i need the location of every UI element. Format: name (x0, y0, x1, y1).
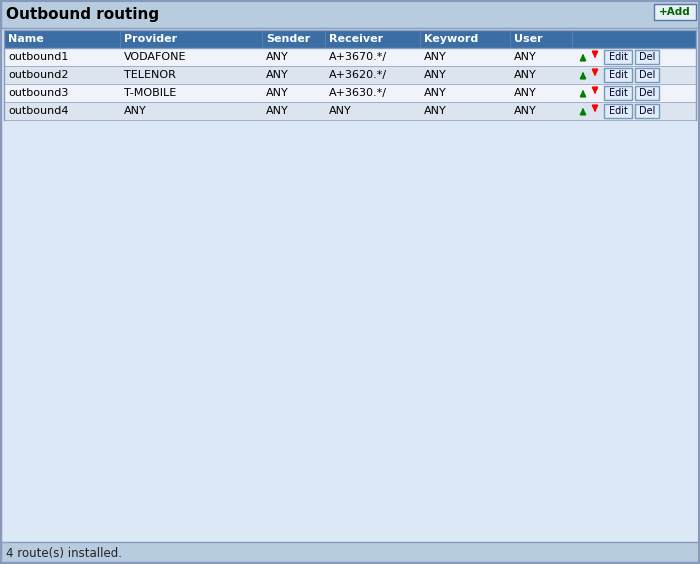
Bar (604, 50, 632, 64)
Text: outbound4: outbound4 (8, 106, 69, 116)
Text: ANY: ANY (514, 106, 537, 116)
Text: Del: Del (639, 88, 655, 98)
Text: Name: Name (8, 34, 43, 44)
Text: ANY: ANY (514, 52, 537, 62)
Bar (635, 68, 659, 82)
Text: ANY: ANY (266, 88, 288, 98)
Text: ANY: ANY (424, 88, 447, 98)
Text: outbound2: outbound2 (8, 70, 69, 80)
Text: T-MOBILE: T-MOBILE (124, 88, 176, 98)
Text: A+3620.*/: A+3620.*/ (329, 70, 387, 80)
Text: Outbound routing: Outbound routing (6, 7, 159, 21)
Bar (635, 86, 659, 100)
Bar (4, 30, 696, 48)
Bar (0, 0, 700, 28)
Bar (0, 542, 700, 564)
Text: ANY: ANY (266, 52, 288, 62)
Text: ANY: ANY (424, 70, 447, 80)
Bar (4, 84, 696, 102)
Text: User: User (514, 34, 542, 44)
Text: Edit: Edit (608, 52, 627, 62)
Text: TELENOR: TELENOR (124, 70, 176, 80)
Bar (604, 68, 632, 82)
Bar (635, 104, 659, 118)
Text: VODAFONE: VODAFONE (124, 52, 186, 62)
Text: ANY: ANY (266, 70, 288, 80)
Bar (4, 102, 696, 120)
Bar (635, 50, 659, 64)
Text: Del: Del (639, 52, 655, 62)
Text: ANY: ANY (124, 106, 147, 116)
Text: outbound1: outbound1 (8, 52, 69, 62)
Text: ANY: ANY (514, 88, 537, 98)
Text: Del: Del (639, 106, 655, 116)
Bar (604, 104, 632, 118)
Text: outbound3: outbound3 (8, 88, 69, 98)
Text: Edit: Edit (608, 88, 627, 98)
Bar (604, 86, 632, 100)
Text: ANY: ANY (266, 106, 288, 116)
Text: ANY: ANY (424, 106, 447, 116)
Text: Del: Del (639, 70, 655, 80)
Bar (4, 66, 696, 84)
Text: ANY: ANY (424, 52, 447, 62)
Text: ANY: ANY (329, 106, 351, 116)
Text: Receiver: Receiver (329, 34, 383, 44)
Text: +Add: +Add (659, 7, 691, 17)
Text: Keyword: Keyword (424, 34, 478, 44)
Text: 4 route(s) installed.: 4 route(s) installed. (6, 547, 122, 559)
Bar (4, 48, 696, 66)
Text: Edit: Edit (608, 70, 627, 80)
Bar (4, 30, 696, 120)
Text: ANY: ANY (514, 70, 537, 80)
Bar (654, 4, 696, 20)
Text: A+3630.*/: A+3630.*/ (329, 88, 387, 98)
Text: Provider: Provider (124, 34, 177, 44)
Text: Edit: Edit (608, 106, 627, 116)
Text: A+3670.*/: A+3670.*/ (329, 52, 387, 62)
Text: Sender: Sender (266, 34, 310, 44)
